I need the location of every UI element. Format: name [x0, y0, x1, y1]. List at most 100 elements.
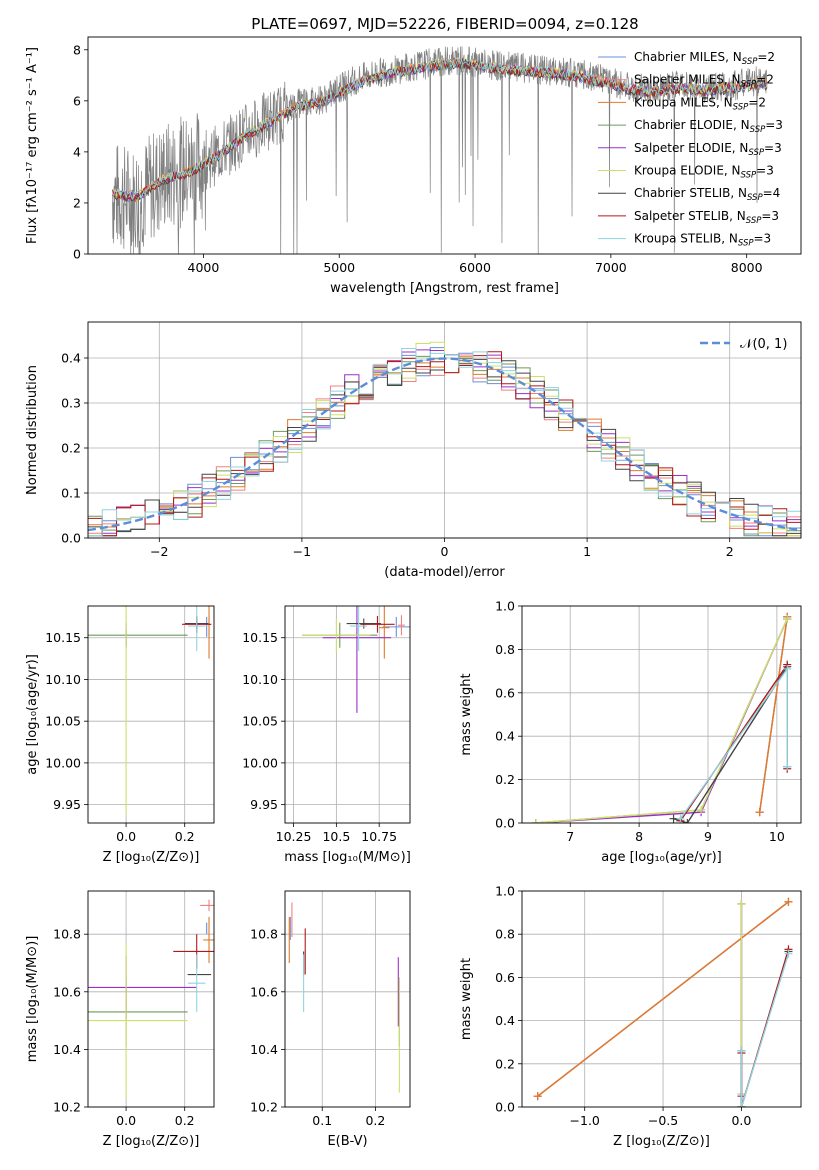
y-tick-label: 10.8: [250, 927, 278, 942]
axes-frame: [521, 890, 802, 1108]
y-tick-label: 6: [73, 93, 81, 108]
x-tick-label: 9: [704, 829, 712, 844]
y-tick-label: 10.6: [53, 984, 81, 999]
axes-frame: [87, 321, 802, 539]
y-tick-label: 0.4: [495, 729, 515, 744]
histogram-salpeter-stelib: [88, 351, 801, 537]
x-axis-label: Z [log₁₀(Z/Z⊙)]: [103, 850, 200, 865]
panel-spectrum: 4000 5000 6000 7000 8000 0 2 4 6 8 wavelength [Ang…: [25, 36, 802, 296]
y-tick-label: 0.2: [495, 772, 515, 787]
x-axis-label: mass [log₁₀(M/M⊙)]: [284, 850, 411, 865]
weight-line-kroupa-miles: [758, 616, 788, 813]
x-tick-label: 0.2: [365, 1113, 385, 1128]
panel-residuals: −2 −1 0 1 2 0.0 0.1 0.2 0.3 0.4 (data-model)/error…: [25, 321, 802, 580]
y-axis-label: mass weight: [459, 673, 474, 755]
gridlines: [285, 891, 410, 1108]
x-tick-label: 8: [635, 829, 643, 844]
y-tick-label: 10.4: [250, 1042, 278, 1057]
x-tick-label: −1: [293, 544, 311, 559]
x-tick-label: 0.2: [175, 1113, 195, 1128]
plot-layer: 4000 5000 6000 7000 8000 0 2 4 6 8 wavelength [Ang…: [25, 36, 802, 1149]
panel-weight_vs_Z: −1.0 −0.5 0.0 0.0 0.2 0.4 0.6 0.8 1.0 Z [log₁₀(Z/…: [459, 884, 802, 1149]
y-tick-label: 2: [73, 195, 81, 210]
y-tick-label: 10.8: [53, 927, 81, 942]
axes-frame: [521, 605, 802, 824]
legend-label: Chabrier MILES, NSSP=2: [634, 50, 775, 67]
y-tick-label: 10.00: [242, 755, 278, 770]
y-tick-label: 0.1: [61, 486, 81, 501]
panel-age_vs_Z: 0.0 0.2 9.95 10.00 10.05 10.10 10.15 Z [log₁₀(Z…: [25, 605, 215, 865]
y-tick-label: 0.6: [495, 970, 515, 985]
plot-area: [88, 606, 212, 815]
gridlines: [88, 606, 214, 823]
x-tick-label: 7: [566, 829, 574, 844]
legend-label: Salpeter ELODIE, NSSP=3: [634, 141, 782, 158]
legend-label: Kroupa STELIB, NSSP=3: [634, 232, 771, 249]
model-spectrum-kroupa-stelib: [112, 56, 768, 201]
plot-area: [288, 902, 400, 1093]
y-tick-label: 0.3: [61, 396, 81, 411]
y-tick-label: 10.15: [45, 630, 81, 645]
weight-line-kroupa-stelib: [679, 666, 788, 820]
legend: Chabrier MILES, NSSP=2 Salpeter MILES, NS…: [598, 50, 783, 249]
y-tick-label: 10.2: [250, 1100, 278, 1115]
x-axis-label: E(B-V): [327, 1134, 367, 1149]
y-tick-label: 8: [73, 42, 81, 57]
plot-area: [88, 341, 801, 537]
y-tick-label: 10.05: [45, 714, 81, 729]
legend-label: Salpeter MILES, NSSP=2: [634, 73, 774, 90]
legend-label: Kroupa MILES, NSSP=2: [634, 95, 766, 112]
y-tick-label: 10.05: [242, 714, 278, 729]
x-tick-label: −2: [150, 544, 168, 559]
x-tick-label: 10: [769, 829, 785, 844]
axes-frame: [87, 36, 802, 255]
y-tick-label: 0.6: [495, 685, 515, 700]
gaussian-curve: [88, 357, 801, 532]
histogram-kroupa-stelib: [88, 348, 801, 537]
weight-line-kroupa-miles: [537, 901, 789, 1097]
y-tick-label: 1.0: [495, 599, 515, 614]
x-axis-label: wavelength [Angstrom, rest frame]: [330, 281, 559, 296]
y-tick-label: 0.4: [495, 1013, 515, 1028]
x-tick-label: 10.5: [322, 829, 350, 844]
x-tick-label: −1.0: [570, 1113, 600, 1128]
x-tick-label: 10.25: [276, 829, 312, 844]
legend-label: Chabrier ELODIE, NSSP=3: [634, 118, 783, 135]
plot-area: [88, 899, 214, 1099]
y-axis-label: Flux [fλ10⁻¹⁷ erg cm⁻² s⁻¹ A⁻¹]: [25, 47, 40, 244]
y-tick-label: 10.10: [45, 672, 81, 687]
axes-frame: [87, 890, 215, 1108]
y-tick-label: 10.2: [53, 1100, 81, 1115]
y-tick-label: 0.0: [495, 1100, 515, 1115]
y-tick-label: 0.2: [61, 441, 81, 456]
x-tick-label: 6000: [459, 260, 491, 275]
weight-line-kroupa-stelib: [740, 953, 790, 1107]
panel-mass_vs_Z: 0.0 0.2 10.2 10.4 10.6 10.8 Z [log₁₀(Z/Z⊙)] mas…: [25, 890, 215, 1149]
y-tick-label: 0.0: [61, 531, 81, 546]
x-tick-label: 0.0: [116, 1113, 136, 1128]
x-axis-label: (data-model)/error: [384, 565, 505, 580]
plot-area: [302, 606, 410, 713]
x-tick-label: 0.0: [116, 829, 136, 844]
y-tick-label: 10.10: [242, 672, 278, 687]
figure-title: PLATE=0697, MJD=52226, FIBERID=0094, z=0…: [251, 15, 638, 33]
x-tick-label: −0.5: [648, 1113, 678, 1128]
x-tick-label: 0.2: [175, 829, 195, 844]
x-tick-label: 0.0: [731, 1113, 751, 1128]
axes-frame: [87, 605, 215, 824]
axes-frame: [284, 605, 411, 824]
legend-label: Salpeter STELIB, NSSP=3: [634, 209, 779, 226]
x-tick-label: 0: [441, 544, 449, 559]
y-tick-label: 10.4: [53, 1042, 81, 1057]
y-axis-label: mass [log₁₀(M/M⊙)]: [25, 936, 40, 1063]
gridlines: [522, 605, 801, 824]
x-tick-label: 7000: [595, 260, 627, 275]
y-tick-label: 0.8: [495, 927, 515, 942]
x-tick-label: 0.1: [312, 1113, 332, 1128]
panel-age_vs_mass: 10.25 10.5 10.75 9.95 10.00 10.05 10.10 10.15 ma…: [242, 605, 411, 865]
y-tick-label: 10.00: [45, 755, 81, 770]
x-tick-label: 8000: [731, 260, 763, 275]
x-axis-label: Z [log₁₀(Z/Z⊙)]: [103, 1134, 200, 1149]
axes-frame: [284, 890, 411, 1108]
